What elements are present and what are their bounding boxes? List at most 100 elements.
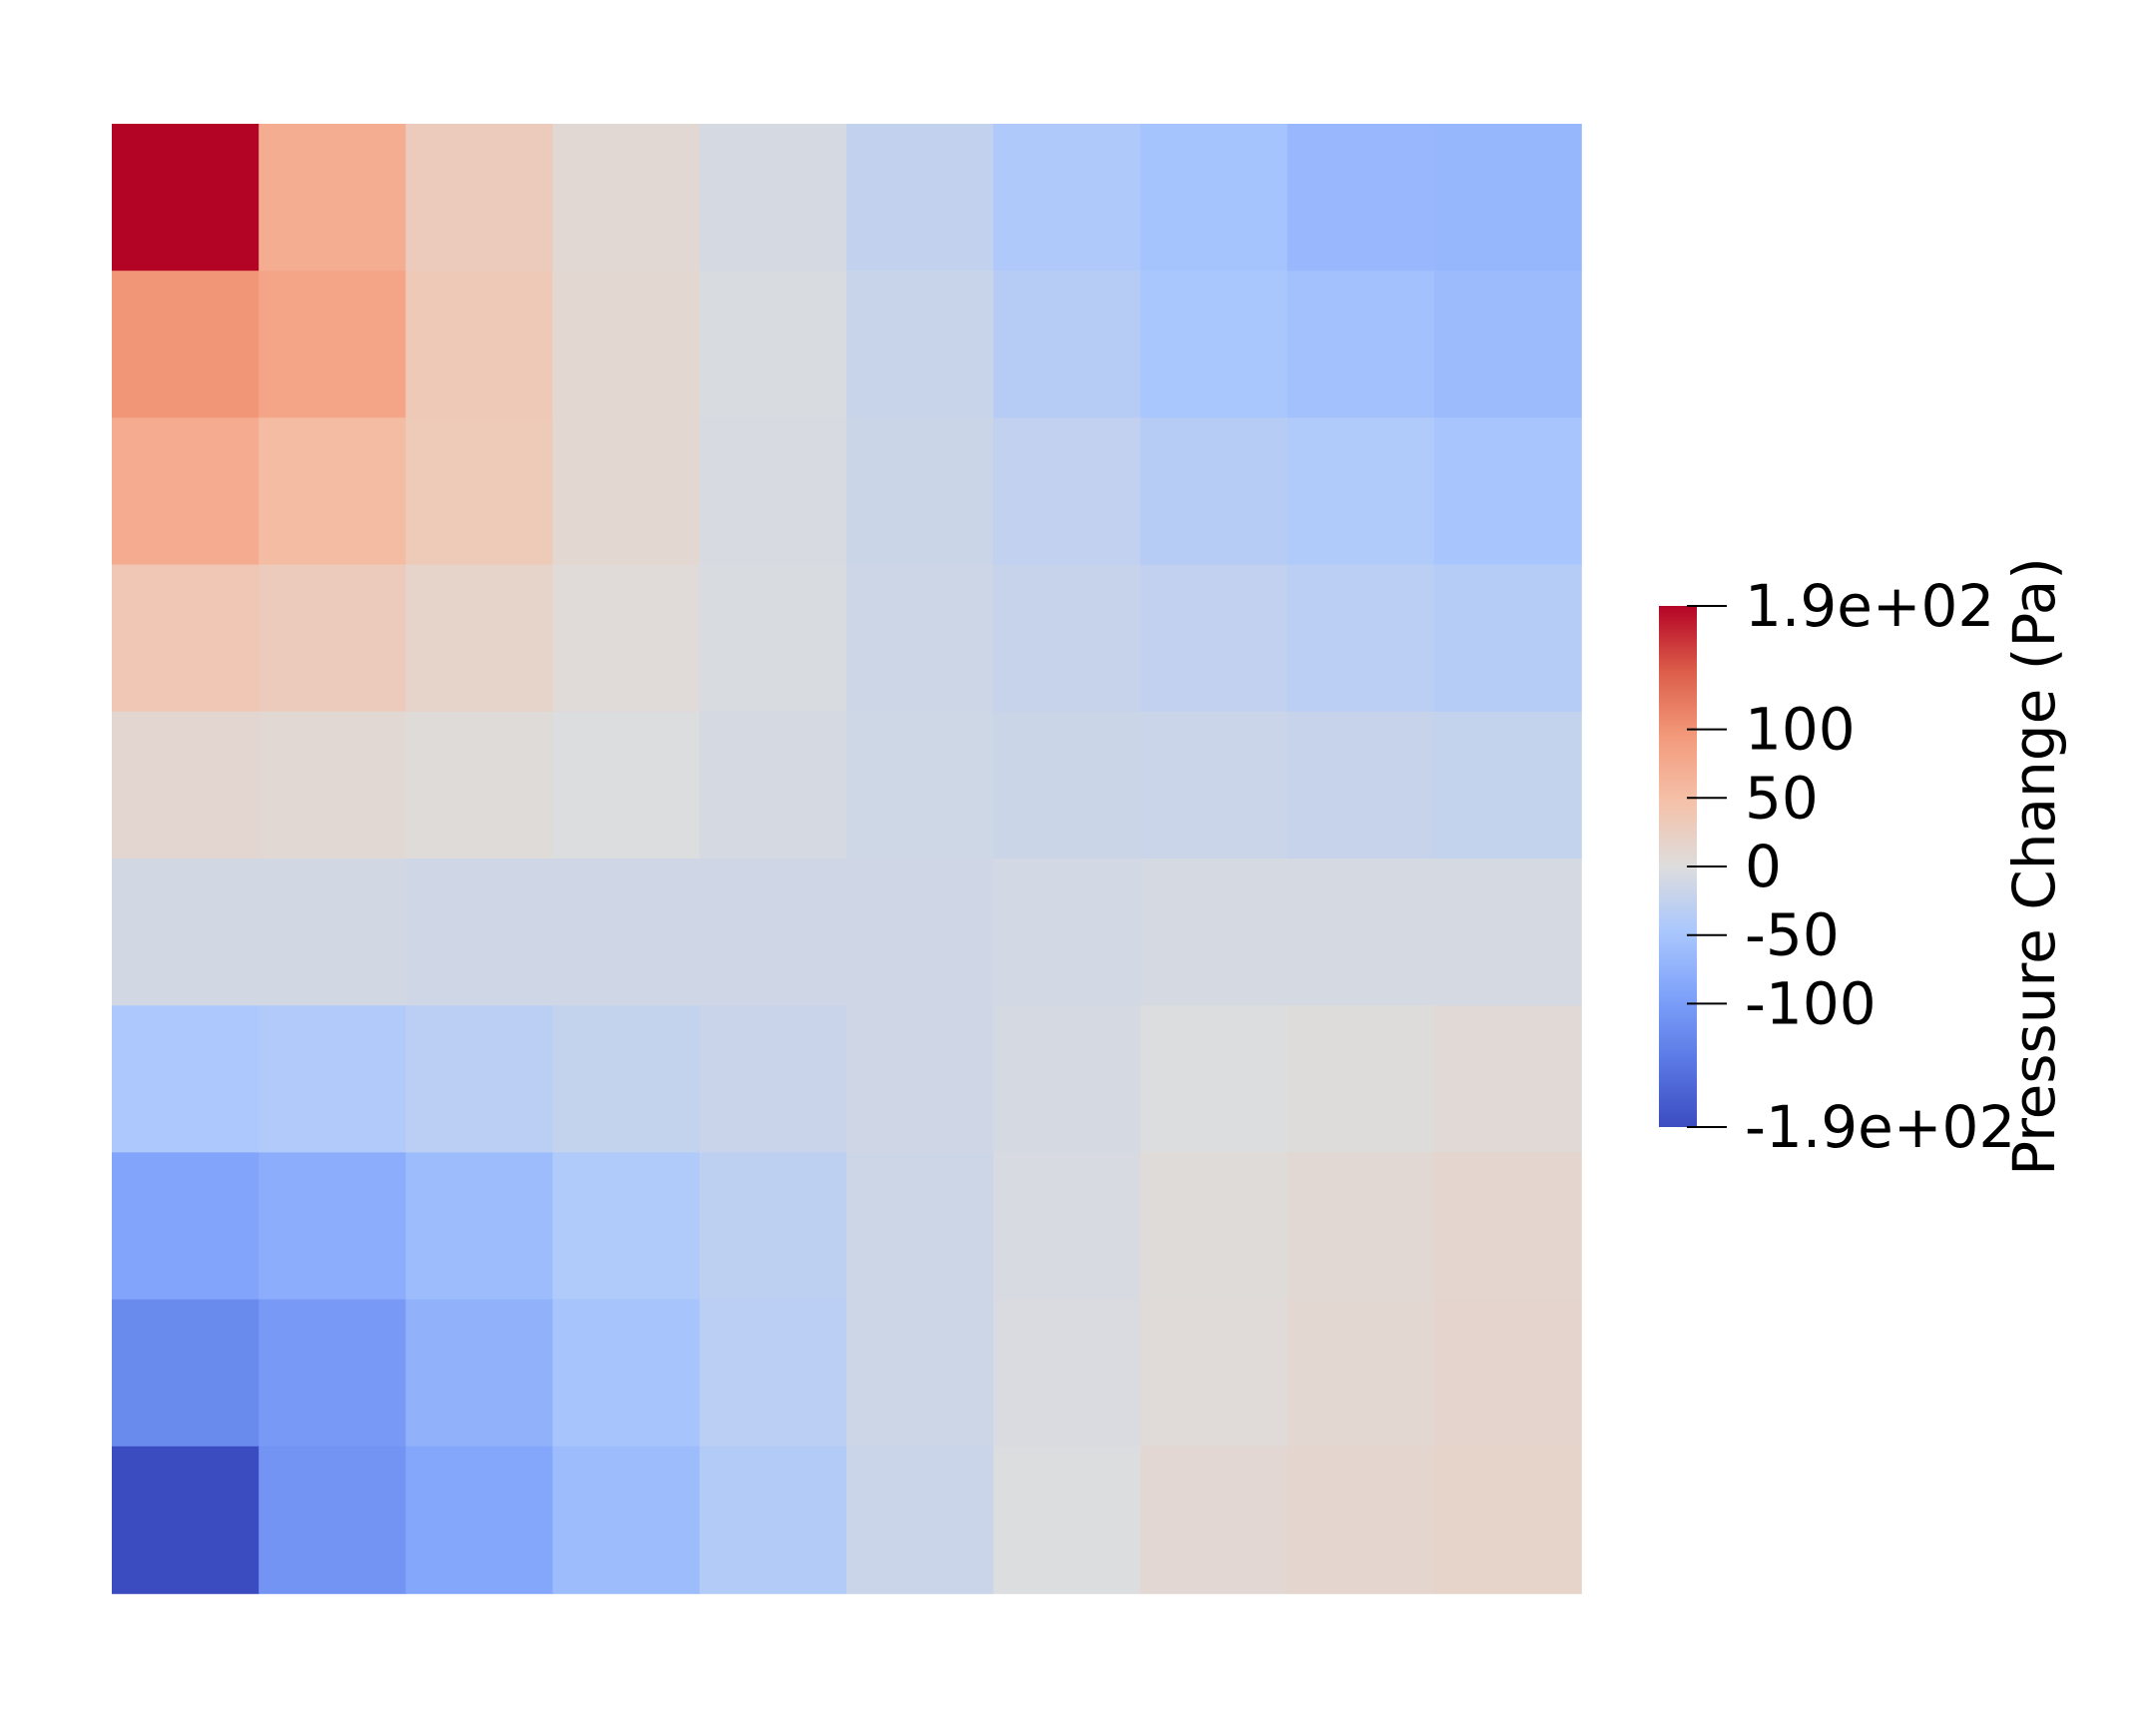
heatmap-cell <box>1140 564 1289 713</box>
heatmap-cell <box>1140 859 1289 1006</box>
heatmap-cell <box>699 711 847 860</box>
heatmap-cell <box>1433 564 1582 713</box>
heatmap-cell <box>846 711 994 860</box>
heatmap-cell <box>1140 271 1289 419</box>
heatmap-cell <box>1140 1445 1289 1594</box>
heatmap-cell <box>405 564 554 713</box>
heatmap-cell <box>405 1445 554 1594</box>
heatmap-cell <box>699 417 847 566</box>
heatmap-cell <box>993 564 1142 713</box>
heatmap-cell <box>405 859 554 1006</box>
heatmap-cell <box>846 1005 994 1154</box>
heatmap-cell <box>552 417 701 566</box>
colorbar-tick-label: 100 <box>1745 696 1856 764</box>
heatmap-cell <box>1287 1445 1435 1594</box>
heatmap-cell <box>993 1152 1142 1301</box>
heatmap-cell <box>112 271 260 419</box>
heatmap-cell <box>1433 859 1582 1006</box>
heatmap-cell <box>1140 1299 1289 1447</box>
heatmap-cell <box>699 1445 847 1594</box>
heatmap-cell <box>1287 124 1435 272</box>
heatmap-cell <box>1287 564 1435 713</box>
heatmap-cell <box>1287 711 1435 860</box>
heatmap-cell <box>1140 1152 1289 1301</box>
heatmap-cell <box>846 417 994 566</box>
colorbar-tick-label: -1.9e+02 <box>1745 1093 2015 1161</box>
heatmap-cell <box>993 859 1142 1006</box>
heatmap-cell <box>405 271 554 419</box>
heatmap-cell <box>846 1152 994 1301</box>
heatmap-grid <box>112 124 1582 1594</box>
heatmap-cell <box>846 859 994 1006</box>
heatmap-cell <box>1433 271 1582 419</box>
heatmap-cell <box>993 124 1142 272</box>
heatmap-cell <box>552 1299 701 1447</box>
heatmap-cell <box>1140 417 1289 566</box>
heatmap-cell <box>259 711 407 860</box>
heatmap-cell <box>1140 124 1289 272</box>
heatmap-cell <box>699 859 847 1006</box>
heatmap-cell <box>699 271 847 419</box>
heatmap-cell <box>552 711 701 860</box>
heatmap-cell <box>993 1299 1142 1447</box>
heatmap-cell <box>1433 1005 1582 1154</box>
colorbar-tick-label: 0 <box>1745 833 1782 900</box>
heatmap-cell <box>1433 1152 1582 1301</box>
heatmap-cell <box>846 124 994 272</box>
heatmap-cell <box>993 711 1142 860</box>
heatmap-cell <box>552 564 701 713</box>
heatmap-cell <box>552 271 701 419</box>
heatmap-cell <box>1287 1152 1435 1301</box>
heatmap-cell <box>1433 711 1582 860</box>
heatmap-cell <box>699 124 847 272</box>
heatmap-cell <box>552 1445 701 1594</box>
heatmap-cell <box>112 124 260 272</box>
heatmap-cell <box>1433 417 1582 566</box>
colorbar-tick-label: -50 <box>1745 901 1840 969</box>
heatmap-cell <box>259 271 407 419</box>
colorbar-tick-label: -100 <box>1745 969 1877 1037</box>
heatmap-cell <box>993 1445 1142 1594</box>
heatmap-cell <box>259 1299 407 1447</box>
heatmap-cell <box>1433 1299 1582 1447</box>
heatmap-cell <box>846 1299 994 1447</box>
heatmap-cell <box>1287 1005 1435 1154</box>
heatmap-cell <box>405 417 554 566</box>
heatmap-cell <box>993 417 1142 566</box>
heatmap-cell <box>1140 1005 1289 1154</box>
heatmap-cell <box>259 1005 407 1154</box>
heatmap-cell <box>112 1005 260 1154</box>
heatmap-cell <box>112 711 260 860</box>
heatmap-cell <box>1287 859 1435 1006</box>
heatmap-cell <box>699 1005 847 1154</box>
heatmap-cell <box>405 1152 554 1301</box>
heatmap-cell <box>259 859 407 1006</box>
heatmap-cell <box>112 1152 260 1301</box>
heatmap-cell <box>405 711 554 860</box>
heatmap-cell <box>405 124 554 272</box>
heatmap-cell <box>552 124 701 272</box>
heatmap-cell <box>1433 1445 1582 1594</box>
heatmap-cell <box>1287 271 1435 419</box>
heatmap-cell <box>699 1152 847 1301</box>
heatmap-cell <box>112 1299 260 1447</box>
colorbar-tick-label: 1.9e+02 <box>1745 572 1994 640</box>
heatmap-cell <box>112 859 260 1006</box>
heatmap-cell <box>846 1445 994 1594</box>
heatmap-cell <box>259 417 407 566</box>
heatmap-cell <box>1433 124 1582 272</box>
heatmap-cell <box>993 271 1142 419</box>
heatmap-cell <box>1287 417 1435 566</box>
heatmap-cell <box>699 564 847 713</box>
heatmap-cell <box>993 1005 1142 1154</box>
heatmap-cell <box>112 564 260 713</box>
heatmap-cell <box>405 1005 554 1154</box>
heatmap-cell <box>259 124 407 272</box>
heatmap-cell <box>846 271 994 419</box>
heatmap-cell <box>112 417 260 566</box>
heatmap-cell <box>552 859 701 1006</box>
heatmap-cell <box>699 1299 847 1447</box>
